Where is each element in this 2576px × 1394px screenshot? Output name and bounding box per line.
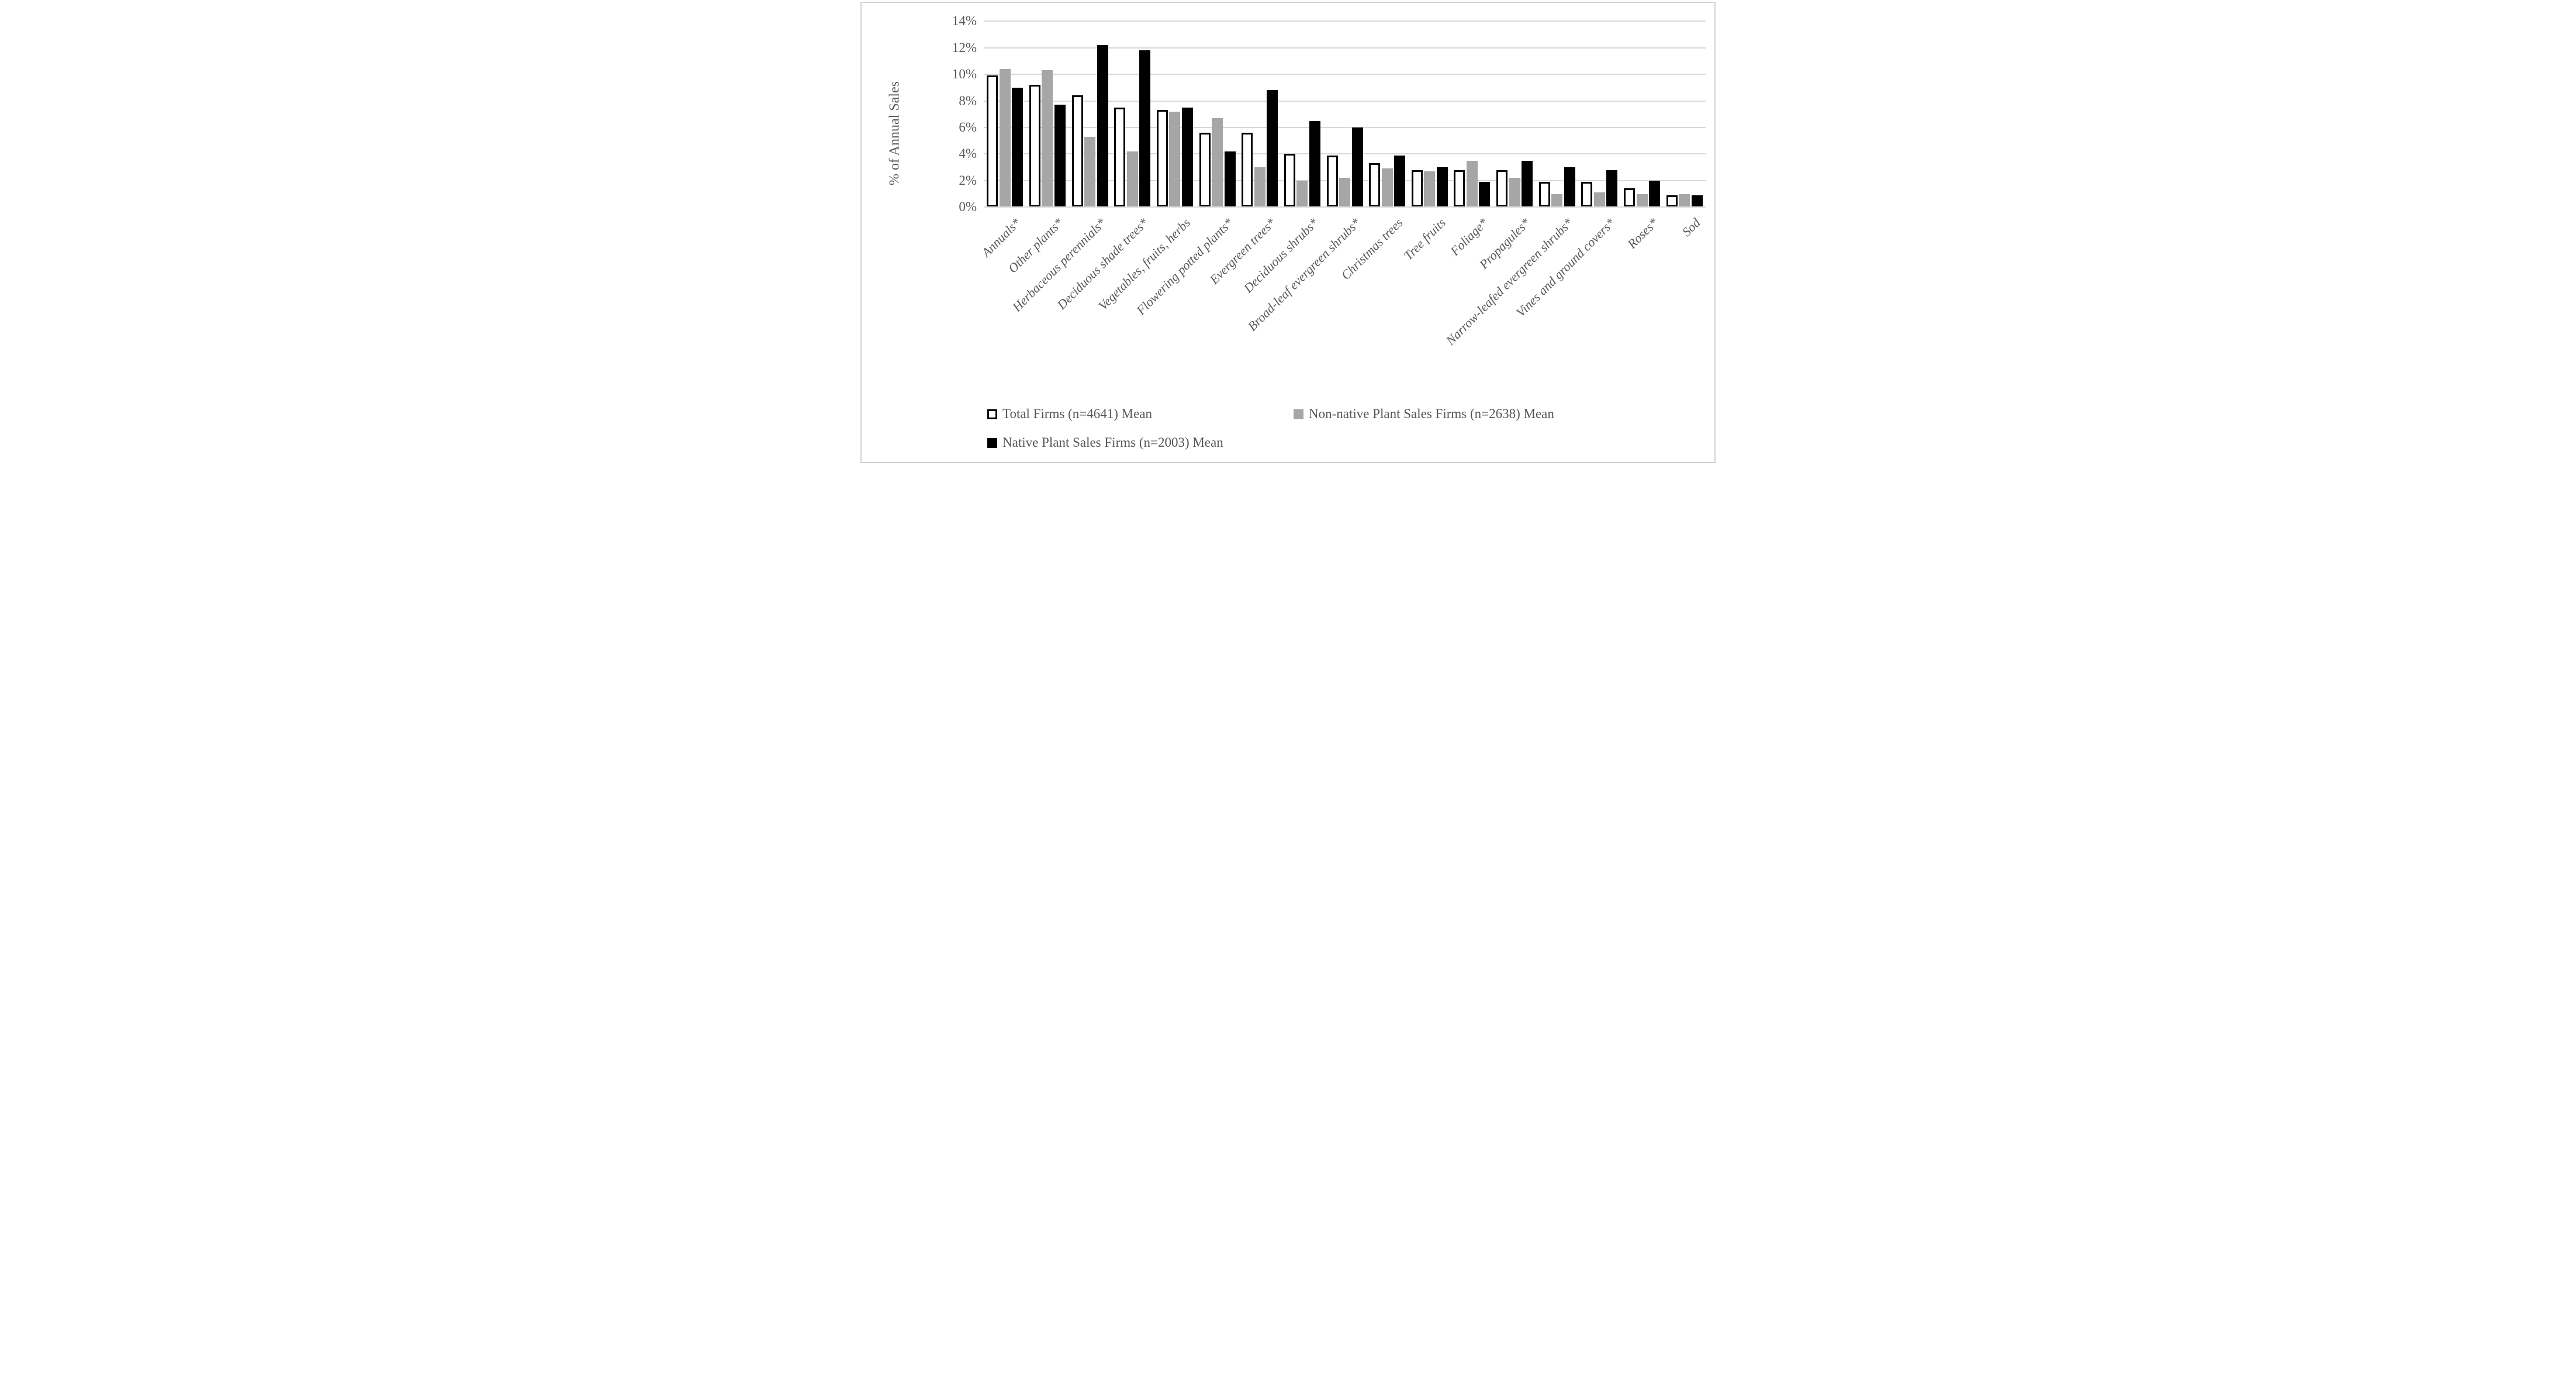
- bar-christmas-trees-s2: [1394, 155, 1406, 208]
- y-tick-label-0pct: 0%: [959, 199, 977, 215]
- gridline-12pct: [984, 47, 1706, 49]
- bar-deciduous-shrubs-s0: [1284, 154, 1295, 208]
- legend-label-total-firms: Total Firms (n=4641) Mean: [1002, 406, 1153, 421]
- x-category-label: Deciduous shrubs*: [1240, 215, 1321, 296]
- bar-deciduous-shade-trees-s2: [1139, 50, 1151, 208]
- y-tick-label-2pct: 2%: [959, 172, 977, 188]
- bar-deciduous-shrubs-s2: [1309, 120, 1320, 208]
- legend-label-native: Native Plant Sales Firms (n=2003) Mean: [1002, 435, 1223, 450]
- bar-flowering-potted-plants-s0: [1199, 133, 1211, 208]
- y-tick-label-8pct: 8%: [959, 93, 977, 108]
- y-tick-label-14pct: 14%: [952, 13, 977, 29]
- bar-vines-and-ground-covers-s1: [1593, 192, 1605, 208]
- bar-annuals-s2: [1012, 87, 1024, 208]
- bar-evergreen-trees-s1: [1254, 167, 1265, 208]
- bar-sod-s0: [1666, 195, 1678, 208]
- bar-sod-s1: [1679, 194, 1690, 208]
- legend-label-non-native: Non-native Plant Sales Firms (n=2638) Me…: [1309, 406, 1554, 421]
- legend-swatch-total-firms: [987, 409, 997, 419]
- bar-foliage-s1: [1466, 160, 1478, 208]
- gridline-10pct: [984, 74, 1706, 75]
- bar-tree-fruits-s2: [1436, 167, 1448, 208]
- bar-narrow-leafed-evergreen-shrubs-s1: [1551, 194, 1563, 208]
- bar-sod-s2: [1691, 195, 1703, 208]
- bar-other-plants-s1: [1042, 70, 1053, 208]
- bar-vegetables-fruits-herbs-s0: [1156, 110, 1168, 208]
- bar-herbaceous-perennials-s1: [1084, 136, 1096, 208]
- bar-propagules-s0: [1496, 170, 1508, 208]
- bar-deciduous-shade-trees-s0: [1114, 107, 1126, 208]
- bar-herbaceous-perennials-s0: [1071, 95, 1083, 208]
- bar-roses-s0: [1624, 188, 1635, 208]
- bar-foliage-s2: [1479, 182, 1491, 208]
- bar-narrow-leafed-evergreen-shrubs-s2: [1564, 167, 1575, 208]
- bar-flowering-potted-plants-s1: [1212, 118, 1223, 208]
- bar-deciduous-shrubs-s1: [1296, 180, 1308, 208]
- bar-roses-s1: [1636, 194, 1648, 208]
- y-tick-label-4pct: 4%: [959, 146, 977, 161]
- legend-swatch-non-native: [1294, 409, 1303, 419]
- bar-foliage-s0: [1454, 170, 1465, 208]
- y-tick-label-12pct: 12%: [952, 40, 977, 55]
- bar-broad-leaf-evergreen-shrubs-s0: [1326, 155, 1338, 208]
- bar-flowering-potted-plants-s2: [1224, 151, 1236, 208]
- bar-herbaceous-perennials-s2: [1097, 45, 1108, 208]
- y-tick-label-10pct: 10%: [952, 67, 977, 82]
- bar-evergreen-trees-s0: [1242, 133, 1253, 208]
- bar-narrow-leafed-evergreen-shrubs-s0: [1538, 182, 1550, 208]
- bar-vines-and-ground-covers-s0: [1581, 182, 1593, 208]
- bar-christmas-trees-s0: [1369, 163, 1381, 208]
- legend-item-native: Native Plant Sales Firms (n=2003) Mean: [987, 435, 1223, 450]
- bar-evergreen-trees-s2: [1267, 90, 1278, 208]
- x-category-label: Tree fruits: [1400, 215, 1448, 263]
- x-category-label: Roses*: [1624, 215, 1661, 251]
- figure-border: [860, 2, 1716, 463]
- bar-broad-leaf-evergreen-shrubs-s1: [1339, 178, 1350, 208]
- bar-propagules-s2: [1522, 160, 1533, 208]
- bar-vegetables-fruits-herbs-s2: [1181, 107, 1193, 208]
- bar-propagules-s1: [1509, 178, 1520, 208]
- bar-deciduous-shade-trees-s1: [1126, 151, 1138, 208]
- y-axis-title: % of Annual Sales: [887, 81, 903, 185]
- gridline-14pct: [984, 20, 1706, 22]
- bar-roses-s2: [1649, 180, 1661, 208]
- bar-annuals-s1: [999, 69, 1011, 208]
- bar-broad-leaf-evergreen-shrubs-s2: [1351, 127, 1363, 208]
- gridline-6pct: [984, 126, 1706, 128]
- legend-swatch-native: [987, 437, 997, 448]
- legend-item-total-firms: Total Firms (n=4641) Mean: [987, 406, 1152, 422]
- bar-vegetables-fruits-herbs-s1: [1169, 111, 1181, 208]
- x-axis-line: [984, 206, 1706, 208]
- figure: % of Annual Sales Total Firms (n=4641) M…: [859, 0, 1717, 465]
- bar-tree-fruits-s0: [1411, 170, 1423, 208]
- bar-other-plants-s0: [1029, 85, 1040, 208]
- legend-item-non-native: Non-native Plant Sales Firms (n=2638) Me…: [1294, 406, 1554, 422]
- bar-other-plants-s2: [1054, 105, 1066, 208]
- gridline-4pct: [984, 153, 1706, 155]
- gridline-8pct: [984, 100, 1706, 102]
- bar-christmas-trees-s1: [1381, 168, 1393, 208]
- bar-tree-fruits-s1: [1424, 171, 1436, 208]
- y-tick-label-6pct: 6%: [959, 119, 977, 134]
- bar-vines-and-ground-covers-s2: [1606, 170, 1618, 208]
- x-category-label: Sod: [1679, 215, 1703, 240]
- bar-annuals-s0: [987, 75, 998, 208]
